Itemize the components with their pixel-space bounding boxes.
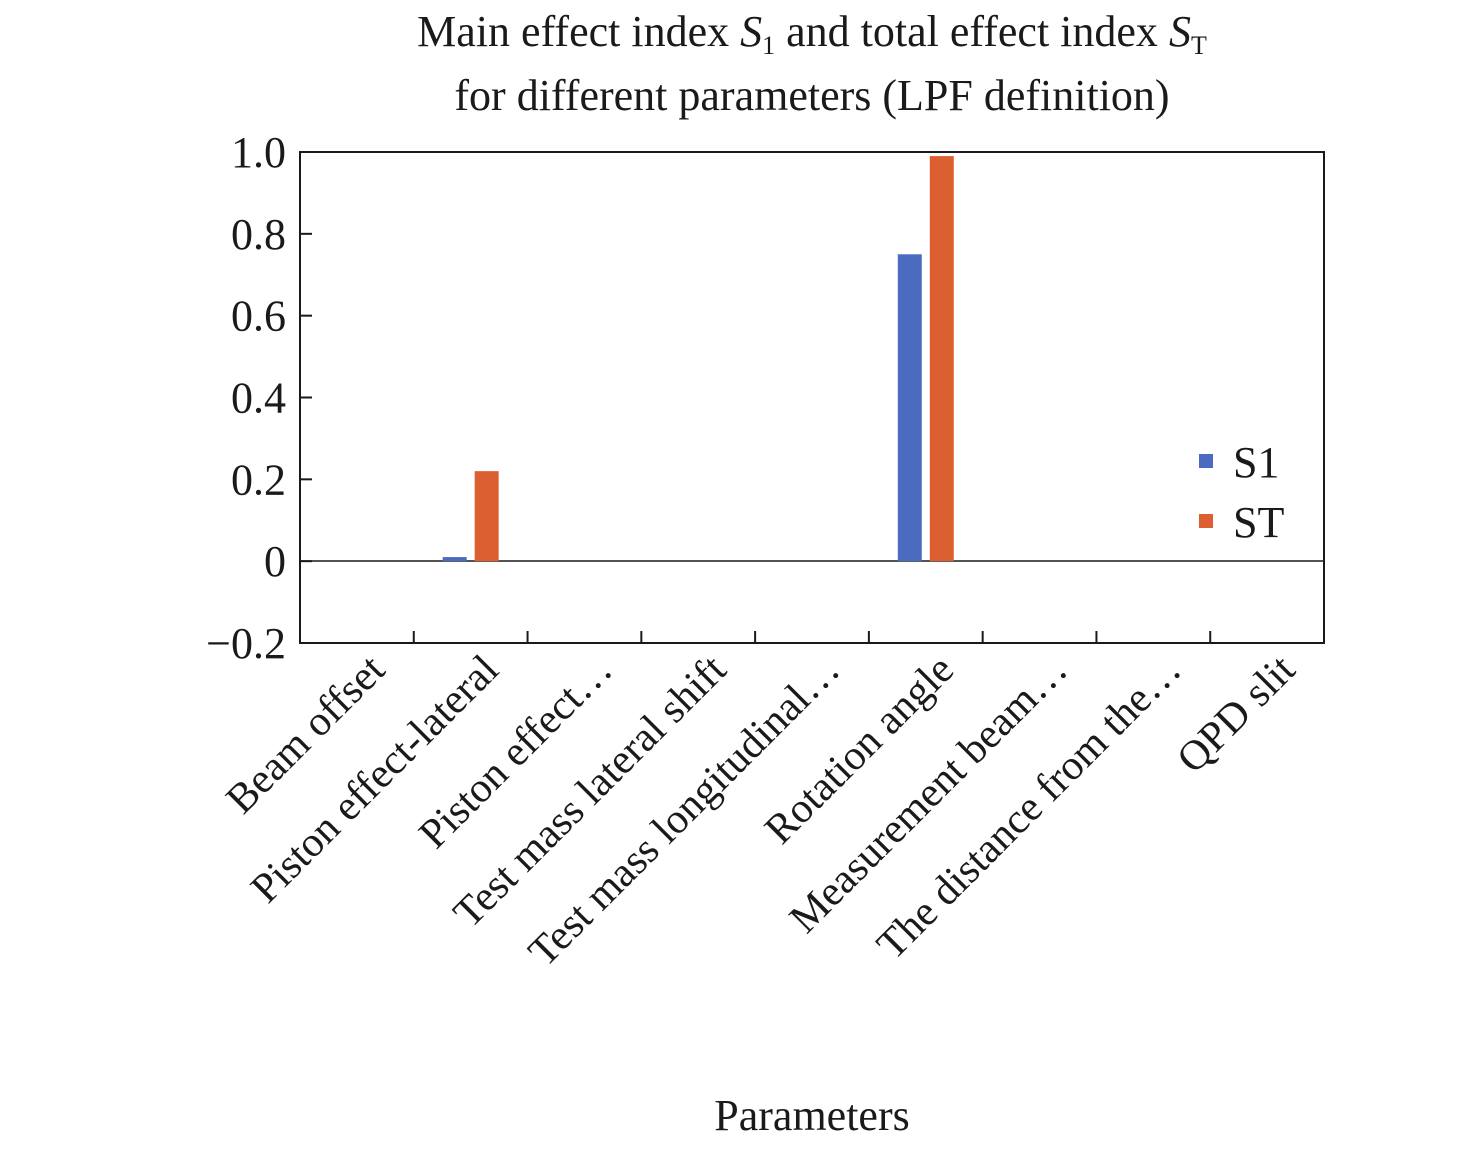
x-axis-label: Parameters [714,1091,909,1140]
legend-label: S1 [1233,438,1279,487]
legend-swatch-s1 [1199,454,1213,468]
y-tick-label: 0.8 [231,210,286,259]
category-label: QPD slit [1169,646,1305,782]
bars [442,156,954,562]
plot-area [299,151,1325,644]
chart-title-line2: for different parameters (LPF definition… [454,71,1169,120]
legend-swatch-st [1199,514,1213,528]
legend: S1 ST [1199,438,1284,547]
bar-s1 [897,254,922,562]
y-tick-label: 0.4 [231,374,286,423]
legend-label: ST [1233,498,1284,547]
y-tick-label: 1.0 [231,128,286,177]
y-axis: 1.0 0.8 0.6 0.4 0.2 0 −0.2 [206,128,312,668]
bar-st [929,156,954,562]
bar-s1 [442,557,467,562]
chart-title-line1: Main effect index S1 and total effect in… [417,7,1207,60]
y-tick-label: −0.2 [206,619,286,668]
bar-st [474,471,499,562]
y-tick-label: 0 [264,537,286,586]
y-tick-label: 0.6 [231,292,286,341]
y-tick-label: 0.2 [231,455,286,504]
